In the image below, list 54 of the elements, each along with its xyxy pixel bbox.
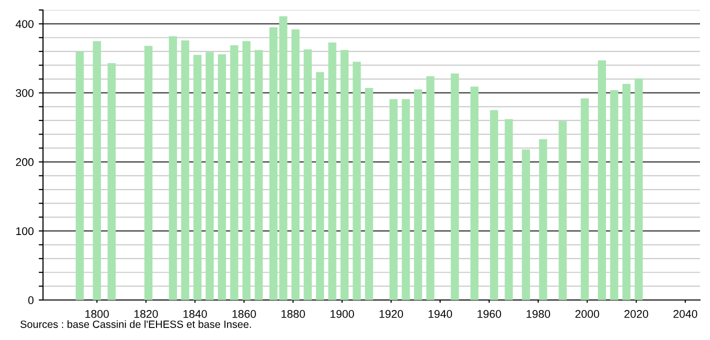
bar [365, 88, 374, 300]
bar [352, 62, 361, 300]
y-tick-label: 0 [28, 296, 34, 304]
bar [610, 90, 618, 300]
bar [181, 40, 190, 300]
y-tick-label: 400 [16, 20, 34, 28]
bar [76, 51, 84, 300]
bar [291, 29, 300, 300]
bar [450, 74, 459, 300]
bar [402, 99, 410, 300]
x-tick-label: 1820 [134, 310, 158, 318]
x-tick-label: 1900 [330, 310, 354, 318]
bar [598, 60, 606, 300]
bar [218, 54, 226, 300]
x-tick-label: 2040 [673, 310, 698, 318]
bar [144, 46, 152, 300]
bar [522, 149, 530, 300]
bar [242, 41, 251, 300]
x-tick-label: 2000 [575, 310, 600, 318]
x-tick-label: 1960 [478, 310, 502, 318]
y-tick-label: 300 [16, 89, 34, 97]
bar [304, 49, 312, 300]
bar [108, 63, 116, 300]
bar [340, 50, 349, 300]
source-note: Sources : base Cassini de l'EHESS et base Insee. [20, 320, 251, 328]
bar [558, 121, 567, 300]
x-tick-label: 1920 [380, 310, 404, 318]
bar [426, 76, 434, 300]
bar [254, 50, 263, 300]
x-tick-label: 2020 [624, 310, 648, 318]
bar [622, 84, 630, 300]
bar [539, 139, 548, 300]
x-tick-label: 1940 [428, 310, 452, 318]
x-tick-label: 1880 [282, 310, 305, 318]
bar [470, 86, 479, 300]
bar [316, 72, 324, 300]
bar [168, 36, 177, 300]
y-tick-label: 200 [16, 158, 34, 166]
bar [490, 110, 498, 300]
bar [206, 52, 214, 300]
bar [390, 99, 398, 300]
x-tick-label: 1800 [85, 310, 109, 318]
bar [414, 89, 422, 300]
x-tick-label: 1980 [526, 310, 550, 318]
bar [328, 42, 336, 300]
bar [193, 54, 202, 300]
bar [504, 119, 513, 300]
bar [230, 45, 238, 300]
bar [634, 78, 643, 300]
x-tick-label: 1860 [232, 310, 256, 318]
bar [580, 98, 589, 300]
y-tick-label: 100 [16, 227, 34, 236]
x-tick-label: 1840 [183, 310, 207, 318]
bar [92, 41, 101, 300]
